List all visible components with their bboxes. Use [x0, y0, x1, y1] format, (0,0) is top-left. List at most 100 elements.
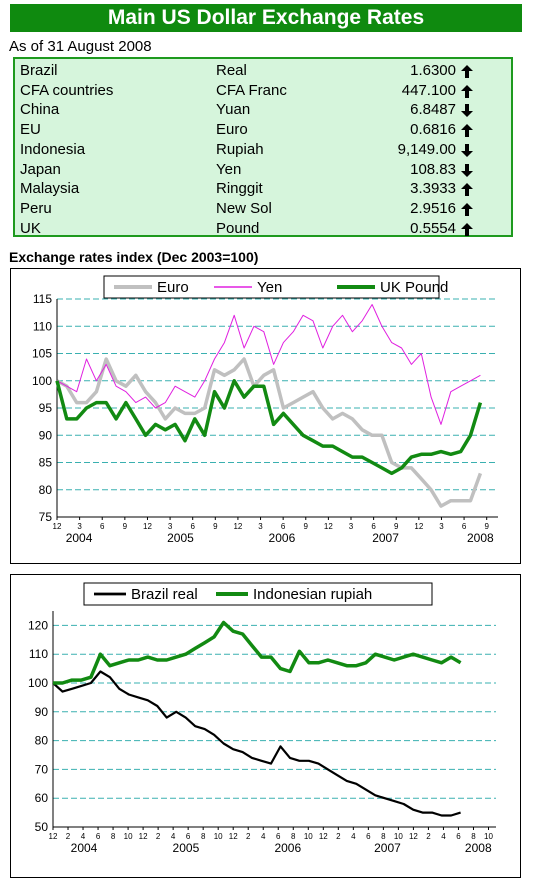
- y-tick-label: 90: [39, 428, 53, 442]
- x-tick-label: 6: [96, 832, 101, 841]
- rate-currency: Yen: [216, 160, 242, 178]
- section-title: Exchange rates index (Dec 2003=100): [9, 249, 259, 265]
- rate-row: UK Pound 0.5554: [15, 220, 511, 240]
- y-tick-label: 110: [33, 319, 52, 333]
- arrow-up-icon: [461, 84, 473, 98]
- series-line-indonesian-rupiah: [53, 620, 462, 685]
- x-tick-label: 4: [261, 832, 266, 841]
- rate-row: China Yuan 6.8487: [15, 101, 511, 121]
- x-tick-label: 4: [171, 832, 176, 841]
- rate-currency: CFA Franc: [216, 81, 287, 99]
- rate-value: 108.83: [410, 160, 456, 178]
- exchange-rates-table: Brazil Real 1.6300 CFA countries CFA Franc 44…: [13, 57, 513, 237]
- x-tick-label: 12: [139, 832, 148, 841]
- arrow-down-icon: [461, 143, 473, 157]
- y-tick-label: 50: [35, 820, 49, 834]
- chart-legend: [103, 275, 440, 299]
- x-tick-label: 12: [143, 522, 152, 531]
- y-tick-label: 110: [29, 647, 48, 661]
- x-tick-label: 8: [291, 832, 296, 841]
- x-tick-label: 2: [426, 832, 431, 841]
- x-tick-label: 6: [371, 522, 376, 531]
- y-tick-label: 80: [39, 483, 53, 497]
- rate-row: CFA countries CFA Franc 447.100: [15, 82, 511, 102]
- rate-country: CFA countries: [20, 81, 114, 99]
- legend-label: Euro: [157, 279, 189, 296]
- x-tick-label: 3: [258, 522, 263, 531]
- rate-country: Brazil: [20, 62, 58, 79]
- x-tick-label: 10: [484, 832, 493, 841]
- exchange-index-chart-1: 75 80 85 90 95 100 105 110 115 12 3 6 9 12 3 6 9 12 3 6 9 12 3…: [10, 268, 521, 564]
- x-tick-label: 9: [213, 522, 218, 531]
- x-tick-label: 2: [156, 832, 161, 841]
- rate-currency: New Sol: [216, 199, 272, 217]
- x-tick-label: 9: [484, 522, 489, 531]
- arrow-down-icon: [461, 163, 473, 177]
- rate-value: 6.8487: [410, 101, 456, 119]
- arrow-up-icon: [461, 124, 473, 138]
- x-tick-label: 4: [441, 832, 446, 841]
- y-tick-label: 85: [39, 456, 53, 470]
- x-tick-label: 10: [214, 832, 223, 841]
- rate-country: Malaysia: [20, 180, 80, 198]
- y-tick-label: 60: [35, 791, 49, 805]
- legend-label: Yen: [257, 279, 282, 296]
- page-title: Main US Dollar Exchange Rates: [10, 4, 522, 32]
- x-tick-label: 6: [186, 832, 191, 841]
- x-tick-label: 6: [281, 522, 286, 531]
- series-line-euro: [56, 357, 483, 508]
- x-tick-label: 12: [229, 832, 238, 841]
- x-tick-label: 12: [319, 832, 328, 841]
- x-tick-label: 9: [123, 522, 128, 531]
- x-tick-label: 12: [233, 522, 242, 531]
- x-year-label: 2006: [274, 841, 301, 855]
- y-tick-label: 115: [33, 292, 52, 306]
- rate-country: Peru: [20, 199, 52, 217]
- x-tick-label: 8: [201, 832, 206, 841]
- x-tick-label: 12: [53, 522, 62, 531]
- y-tick-label: 80: [35, 734, 49, 748]
- y-tick-label: 95: [39, 401, 53, 415]
- x-tick-label: 3: [168, 522, 173, 531]
- legend-label: Brazil real: [131, 586, 198, 603]
- series-line-uk-pound: [55, 379, 483, 476]
- rate-value: 1.6300: [410, 62, 456, 79]
- y-tick-label: 100: [28, 676, 48, 690]
- x-tick-label: 2: [246, 832, 251, 841]
- y-tick-label: 105: [32, 347, 52, 361]
- arrow-up-icon: [461, 65, 473, 78]
- x-tick-label: 10: [124, 832, 133, 841]
- x-tick-label: 8: [111, 832, 116, 841]
- rate-country: UK: [20, 219, 41, 237]
- x-tick-label: 6: [190, 522, 195, 531]
- x-year-label: 2005: [167, 531, 194, 545]
- x-year-label: 2005: [173, 841, 200, 855]
- arrow-up-icon: [461, 222, 473, 236]
- x-tick-label: 8: [471, 832, 476, 841]
- rate-row: Brazil Real 1.6300: [15, 62, 511, 82]
- arrow-down-icon: [461, 104, 473, 118]
- x-tick-label: 12: [409, 832, 418, 841]
- y-tick-label: 75: [39, 510, 53, 524]
- chart-svg: 75 80 85 90 95 100 105 110 115 12 3 6 9 12 3 6 9 12 3 6 9 12 3…: [32, 275, 498, 545]
- rate-value: 3.3933: [410, 180, 456, 198]
- as-of-date: As of 31 August 2008: [9, 38, 152, 55]
- exchange-index-chart-2: 50 60 70 80 90 100 110 120 12 2 4 6 8 10 12 2 4 6 8 10 12 2 4 6…: [10, 574, 521, 878]
- legend-label: Indonesian rupiah: [253, 586, 372, 603]
- x-tick-label: 12: [49, 832, 58, 841]
- x-tick-label: 12: [414, 522, 423, 531]
- x-year-label: 2004: [66, 531, 93, 545]
- x-tick-label: 9: [304, 522, 309, 531]
- rate-currency: Yuan: [216, 101, 251, 119]
- x-tick-label: 3: [439, 522, 444, 531]
- x-tick-label: 3: [77, 522, 82, 531]
- y-tick-label: 100: [32, 374, 52, 388]
- x-tick-label: 10: [394, 832, 403, 841]
- x-tick-label: 2: [336, 832, 341, 841]
- x-tick-label: 2: [66, 832, 71, 841]
- x-year-label: 2008: [467, 531, 494, 545]
- rate-currency: Pound: [216, 219, 260, 237]
- rate-currency: Euro: [216, 121, 248, 139]
- x-tick-label: 4: [351, 832, 356, 841]
- chart-svg: 50 60 70 80 90 100 110 120 12 2 4 6 8 10 12 2 4 6 8 10 12 2 4 6…: [28, 582, 496, 855]
